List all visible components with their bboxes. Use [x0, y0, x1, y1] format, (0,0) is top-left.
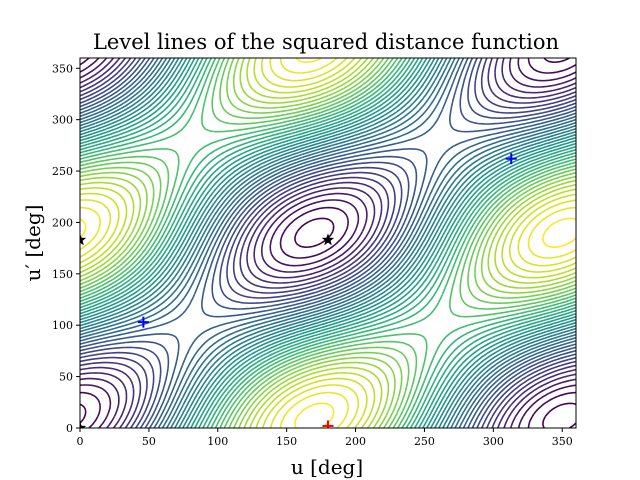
- contour-level: [80, 58, 576, 428]
- x-tick-label: 200: [345, 435, 366, 448]
- contour-level: [80, 58, 576, 428]
- contour-level: [80, 58, 576, 428]
- contour-level: [80, 58, 576, 428]
- contour-level: [80, 58, 576, 428]
- x-tick-label: 50: [142, 435, 156, 448]
- y-tick-label: 50: [59, 371, 73, 384]
- contour-level: [80, 58, 576, 428]
- contour-level: [80, 58, 576, 428]
- y-axis: 0 50 100 150 200 250 300 350: [52, 62, 80, 435]
- minimum-marker: [505, 153, 517, 165]
- y-tick-label: 300: [52, 114, 73, 127]
- contour-level: [80, 58, 576, 428]
- contour-level: [80, 58, 576, 428]
- saddle-marker: [80, 421, 87, 428]
- contour-level: [80, 58, 576, 428]
- chart-title: Level lines of the squared distance func…: [93, 30, 559, 54]
- contour-level: [80, 58, 576, 428]
- contour-level: [80, 58, 576, 428]
- contour-level: [80, 58, 576, 428]
- saddle-marker: [80, 233, 87, 246]
- contour-level: [80, 58, 576, 428]
- contour-level: [80, 58, 576, 428]
- x-tick-label: 0: [77, 435, 84, 448]
- contour-level: [80, 58, 576, 428]
- contour-level: [80, 58, 576, 428]
- contour-level: [80, 58, 576, 428]
- contour-level: [80, 58, 576, 428]
- contour-level: [80, 58, 576, 428]
- minimum-marker: [137, 316, 149, 328]
- contour-level: [80, 58, 576, 428]
- contour-level: [80, 58, 576, 428]
- y-tick-label: 100: [52, 319, 73, 332]
- contour-level: [80, 58, 576, 428]
- y-tick-label: 150: [52, 268, 73, 281]
- x-tick-label: 150: [276, 435, 297, 448]
- x-axis-label: u [deg]: [291, 455, 363, 479]
- x-axis: 0 50 100 150 200 250 300 350: [77, 428, 573, 448]
- contour-level: [80, 58, 576, 428]
- contour-level: [80, 58, 576, 428]
- y-tick-label: 200: [52, 216, 73, 229]
- plot-frame: [79, 57, 577, 429]
- x-tick-label: 100: [207, 435, 228, 448]
- contour-level: [80, 58, 576, 428]
- y-tick-label: 250: [52, 165, 73, 178]
- x-tick-label: 250: [414, 435, 435, 448]
- x-tick-label: 350: [552, 435, 573, 448]
- contour-level: [80, 58, 576, 428]
- x-tick-label: 300: [483, 435, 504, 448]
- contour-level: [80, 58, 576, 428]
- y-tick-label: 0: [66, 422, 73, 435]
- saddle-marker: [321, 233, 335, 246]
- maximum-marker: [322, 420, 334, 428]
- y-axis-label: u′ [deg]: [21, 205, 45, 282]
- contour-level: [80, 58, 576, 428]
- critical-point-markers: [80, 153, 517, 428]
- contour-level: [80, 58, 576, 428]
- y-tick-label: 350: [52, 62, 73, 75]
- contour-level: [80, 58, 576, 428]
